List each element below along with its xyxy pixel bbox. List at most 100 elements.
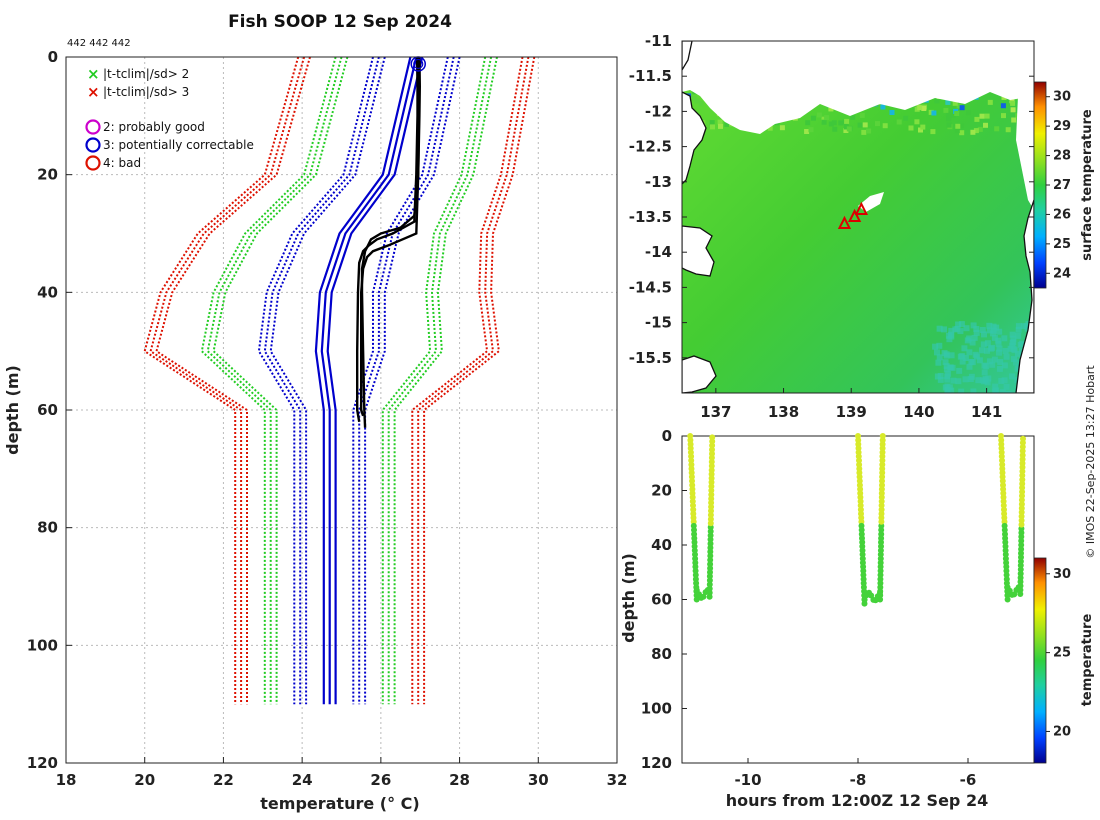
temperature-colorbar-tick-label: 20 bbox=[1053, 724, 1071, 739]
sst-pixel bbox=[934, 349, 940, 356]
sst-pixel bbox=[959, 130, 965, 136]
sst-pixel bbox=[984, 113, 990, 119]
sst-colorbar-tick-label: 29 bbox=[1053, 119, 1071, 134]
sst-pixel bbox=[963, 325, 970, 332]
sst-pixel bbox=[986, 327, 993, 334]
sst-pixel bbox=[1015, 326, 1022, 333]
sst-pixel bbox=[698, 101, 704, 107]
sst-pixel bbox=[952, 100, 958, 106]
sst-pixel bbox=[992, 388, 998, 393]
sst-pixel bbox=[930, 129, 936, 135]
tick-label-x: 32 bbox=[607, 771, 628, 789]
td-tick-label-y: 100 bbox=[641, 700, 672, 718]
sst-pixel bbox=[959, 105, 965, 111]
td-point bbox=[1020, 435, 1026, 442]
tick-label-x: 18 bbox=[56, 771, 77, 789]
sst-pixel bbox=[986, 322, 993, 329]
sst-pixel bbox=[983, 122, 988, 128]
td-tick-label-y: 0 bbox=[662, 427, 672, 445]
climatology-minus-3sd bbox=[143, 56, 300, 705]
profile-plot: 18 20 22 24 26 28 30 32 0 20 40 60 80 100 120 temperat… bbox=[3, 48, 627, 813]
sst-pixel bbox=[1009, 331, 1016, 338]
map-tick-label-y: -14 bbox=[645, 243, 672, 261]
sst-pixel bbox=[958, 321, 965, 328]
climatology-plus-3sd bbox=[411, 56, 524, 705]
sst-colorbar-tick-label: 28 bbox=[1053, 149, 1071, 164]
td-tick-label-x: -10 bbox=[734, 771, 761, 789]
sst-pixel bbox=[968, 373, 975, 380]
sst-pixel bbox=[896, 119, 902, 125]
sst-pixel bbox=[691, 95, 697, 101]
sst-pixel bbox=[948, 387, 955, 393]
sst-pixel bbox=[935, 359, 942, 366]
td-point bbox=[1004, 596, 1011, 603]
sst-pixel bbox=[1020, 323, 1027, 330]
sst-pixel bbox=[857, 122, 863, 128]
sst-pixel bbox=[995, 340, 1002, 347]
sst-pixel bbox=[908, 125, 914, 131]
sst-pixel bbox=[810, 115, 816, 121]
map-tick-label-y: -13 bbox=[645, 173, 672, 191]
map-tick-label-x: 140 bbox=[903, 403, 934, 421]
sst-pixel bbox=[946, 111, 952, 117]
climatology-mean-minus-1sd bbox=[263, 56, 380, 705]
time-depth-ylabel: depth (m) bbox=[619, 553, 638, 643]
sst-pixel bbox=[943, 363, 950, 370]
sst-pixel bbox=[1001, 362, 1008, 369]
sst-pixel bbox=[946, 116, 952, 122]
sst-pixel bbox=[1010, 335, 1017, 342]
sst-pixel bbox=[993, 324, 1000, 331]
profile-ids: 442 442 442 bbox=[67, 38, 131, 49]
tick-label-y: 100 bbox=[27, 636, 58, 654]
sst-pixel bbox=[1010, 107, 1016, 113]
tick-label-x: 24 bbox=[292, 771, 313, 789]
sst-pixel bbox=[997, 359, 1004, 365]
climatology-lines bbox=[143, 56, 536, 705]
sst-pixel bbox=[1010, 100, 1016, 106]
sst-pixel bbox=[921, 106, 927, 111]
td-point bbox=[879, 457, 886, 464]
time-depth-points bbox=[687, 433, 1026, 607]
sst-pixel bbox=[958, 388, 965, 393]
sst-pixel bbox=[944, 387, 951, 393]
tick-label-y: 0 bbox=[48, 48, 58, 66]
sst-pixel bbox=[828, 121, 834, 127]
sst-pixel bbox=[1007, 345, 1014, 352]
land-north bbox=[682, 41, 693, 72]
sst-pixel bbox=[724, 121, 730, 127]
sst-pixel bbox=[1015, 332, 1022, 339]
sst-pixel bbox=[1001, 113, 1006, 119]
sst-map: 137 138 139 140 141 -11 -11.5 -12 -12.5 -13 -13.5 -… bbox=[629, 32, 1095, 421]
time-depth-xlabel: hours from 12:00Z 12 Sep 24 bbox=[726, 791, 988, 810]
td-point bbox=[878, 506, 885, 513]
drop-location-triangle bbox=[847, 208, 862, 222]
sst-pixel bbox=[981, 369, 988, 376]
flag-circle-inner bbox=[413, 58, 424, 70]
sst-pixel bbox=[875, 121, 880, 127]
tick-label-y: 120 bbox=[27, 754, 58, 772]
land-west-2 bbox=[682, 225, 715, 277]
sst-pixel bbox=[970, 322, 977, 329]
sst-pixel bbox=[934, 373, 941, 380]
map-tick-label-x: 139 bbox=[836, 403, 867, 421]
sst-pixel bbox=[975, 377, 982, 384]
sst-pixel bbox=[805, 120, 811, 126]
sst-pixel bbox=[954, 111, 960, 116]
sst-pixel bbox=[717, 119, 723, 125]
td-point bbox=[708, 463, 715, 469]
sst-pixel bbox=[950, 377, 957, 384]
sst-pixel bbox=[1003, 353, 1010, 360]
sst-pixel bbox=[920, 124, 926, 130]
profile-xlabel: temperature (° C) bbox=[260, 794, 419, 813]
temperature-colorbar bbox=[1033, 557, 1047, 764]
td-tick-label-x: -8 bbox=[850, 771, 867, 789]
climatology-mean-plus-1sd bbox=[352, 56, 449, 705]
sst-pixel bbox=[994, 126, 1000, 132]
sst-pixel bbox=[971, 334, 978, 341]
sst-colorbar-ticks: 24 25 26 27 28 29 30 bbox=[1046, 90, 1071, 281]
sst-pixel bbox=[1001, 335, 1008, 342]
sst-pixel bbox=[947, 364, 954, 371]
sst-pixel bbox=[991, 334, 998, 341]
sst-pixel bbox=[986, 358, 993, 365]
sst-pixel bbox=[981, 362, 988, 369]
